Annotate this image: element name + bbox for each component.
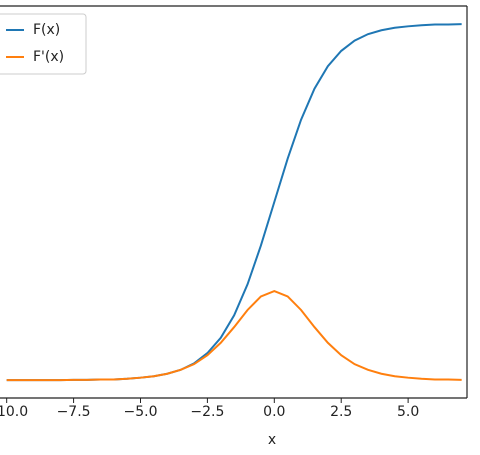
x-tick-label: 5.0 [397,404,419,420]
line-series [6,290,462,382]
x-tick-label: −10.0 [0,404,28,420]
legend-label: F'(x) [33,49,64,65]
x-tick-label: −7.5 [57,404,91,420]
x-axis-label: x [268,432,276,448]
x-tick-label: −2.5 [190,404,224,420]
legend-label: F(x) [33,22,60,38]
x-tick-label: 0.0 [263,404,285,420]
x-tick-label: −5.0 [123,404,157,420]
x-tick-label: 2.5 [330,404,352,420]
